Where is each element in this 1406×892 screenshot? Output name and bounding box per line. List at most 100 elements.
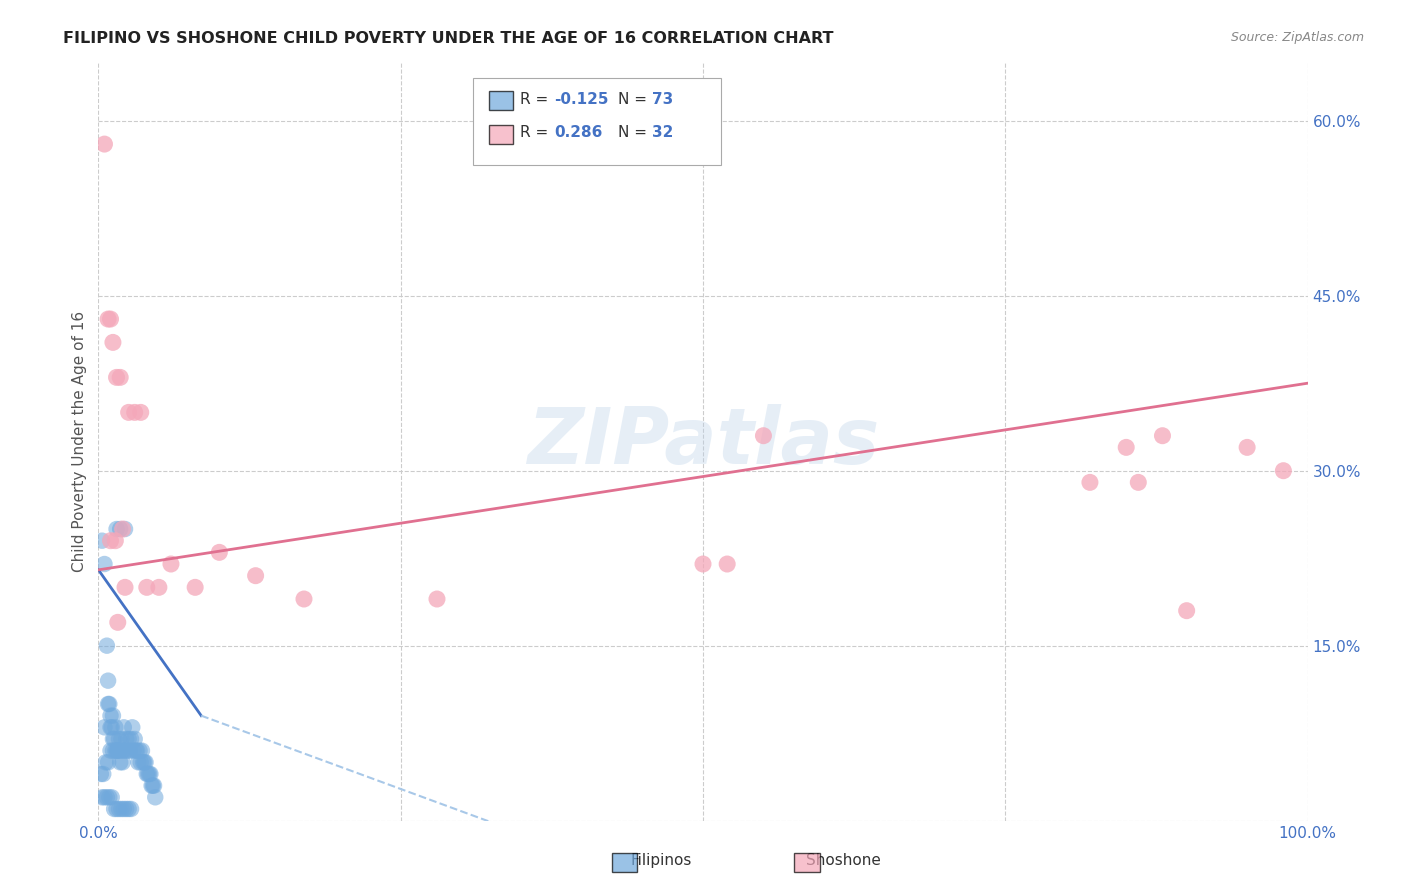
Point (118, 744, 141, 758)
Text: FILIPINO VS SHOSHONE CHILD POVERTY UNDER THE AGE OF 16 CORRELATION CHART: FILIPINO VS SHOSHONE CHILD POVERTY UNDER… (63, 31, 834, 46)
Point (112, 720, 135, 734)
Y-axis label: Child Poverty Under the Age of 16: Child Poverty Under the Age of 16 (72, 311, 87, 572)
Point (139, 767, 162, 781)
Point (148, 580, 170, 594)
Point (135, 580, 157, 594)
Point (184, 580, 207, 594)
Point (1152, 428, 1174, 442)
Point (97, 756, 120, 770)
Point (1175, 604, 1198, 618)
Point (120, 731, 142, 746)
Point (111, 744, 134, 758)
Point (120, 802, 142, 816)
Point (98, 790, 121, 805)
Point (111, 522, 134, 536)
FancyBboxPatch shape (489, 125, 513, 144)
Point (118, 731, 141, 746)
Point (100, 790, 122, 805)
Point (108, 370, 131, 384)
Point (114, 522, 136, 536)
Point (122, 744, 145, 758)
Point (135, 756, 157, 770)
Point (101, 708, 124, 723)
Point (112, 802, 135, 816)
Point (104, 533, 127, 548)
Point (115, 731, 138, 746)
Point (100, 720, 122, 734)
Point (716, 557, 738, 571)
Point (426, 592, 449, 607)
Point (93, 137, 115, 152)
Point (98, 697, 121, 711)
Point (124, 731, 146, 746)
Point (91, 790, 114, 805)
Text: N =: N = (619, 92, 652, 107)
Point (90, 767, 112, 781)
Point (143, 790, 166, 805)
Text: R =: R = (520, 126, 558, 140)
Point (93, 720, 115, 734)
Point (1128, 475, 1150, 490)
Point (143, 779, 166, 793)
Point (136, 767, 159, 781)
Point (96, 790, 118, 805)
Point (132, 756, 155, 770)
Point (97, 697, 120, 711)
Point (107, 744, 129, 758)
Point (105, 744, 128, 758)
Text: 32: 32 (652, 126, 673, 140)
Point (1272, 464, 1295, 478)
Point (118, 405, 141, 419)
Point (135, 767, 157, 781)
Point (208, 545, 231, 559)
Point (142, 779, 165, 793)
Point (105, 802, 128, 816)
Point (97, 312, 120, 326)
Point (93, 790, 115, 805)
Text: N =: N = (619, 126, 652, 140)
Point (103, 802, 125, 816)
Point (118, 802, 141, 816)
Text: -0.125: -0.125 (554, 92, 609, 107)
Point (117, 744, 139, 758)
Point (138, 767, 160, 781)
Point (101, 744, 124, 758)
Point (91, 767, 114, 781)
Point (105, 370, 128, 384)
Point (105, 522, 128, 536)
Point (108, 802, 131, 816)
Point (160, 557, 183, 571)
Point (129, 756, 152, 770)
Text: 0.286: 0.286 (554, 126, 603, 140)
Point (128, 744, 150, 758)
Point (1115, 441, 1137, 455)
Point (692, 557, 714, 571)
Point (1236, 441, 1258, 455)
Text: R =: R = (520, 92, 554, 107)
Point (131, 744, 153, 758)
Point (108, 756, 131, 770)
Point (101, 335, 124, 350)
Point (121, 720, 143, 734)
FancyBboxPatch shape (474, 78, 721, 165)
Point (292, 592, 315, 607)
Point (107, 744, 129, 758)
Point (93, 557, 115, 571)
Point (91, 533, 114, 548)
Point (97, 673, 120, 688)
Point (110, 802, 132, 816)
Text: ZIPatlas: ZIPatlas (527, 403, 879, 480)
Text: Shoshone: Shoshone (806, 854, 882, 868)
Point (1078, 475, 1101, 490)
Text: 73: 73 (652, 92, 673, 107)
Point (94, 756, 117, 770)
Point (125, 744, 148, 758)
Point (107, 615, 129, 630)
Point (752, 428, 775, 442)
FancyBboxPatch shape (489, 91, 513, 111)
Point (245, 568, 267, 582)
Point (100, 312, 122, 326)
Text: Filipinos: Filipinos (630, 854, 692, 868)
Point (104, 720, 127, 734)
Point (114, 744, 136, 758)
